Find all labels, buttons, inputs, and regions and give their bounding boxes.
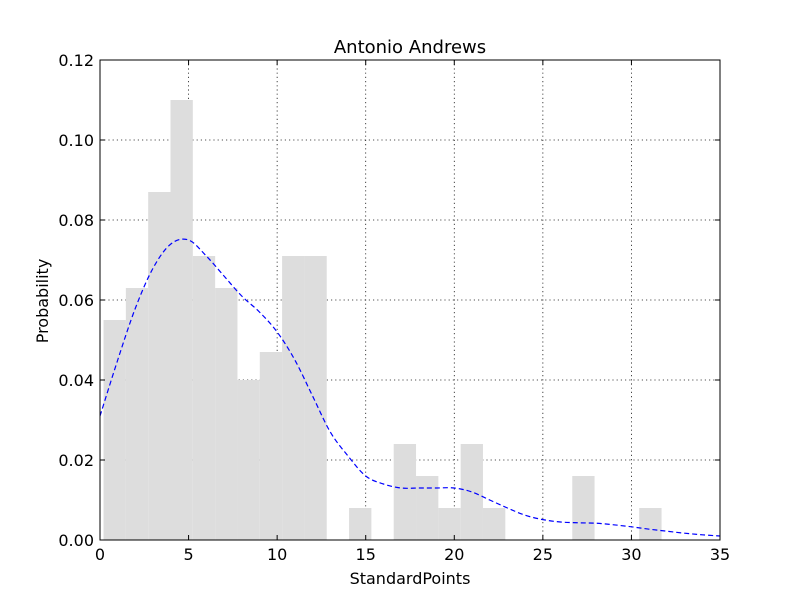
histogram-bar-24 <box>639 508 662 540</box>
x-tick-label-6: 30 <box>621 545 641 564</box>
histogram-bar-15 <box>438 508 461 540</box>
x-tick-label-0: 0 <box>95 545 105 564</box>
histogram-bar-1 <box>125 288 149 540</box>
histogram-bar-2 <box>148 192 171 540</box>
histogram-bar-7 <box>259 352 283 540</box>
histogram-bar-13 <box>393 444 417 540</box>
histogram-bar-5 <box>215 288 238 540</box>
y-tick-label-3: 0.06 <box>58 291 94 310</box>
y-tick-label-4: 0.08 <box>58 211 94 230</box>
y-axis-label: Probability <box>33 259 52 344</box>
x-tick-label-5: 25 <box>533 545 553 564</box>
histogram-bar-3 <box>170 100 193 540</box>
x-tick-label-2: 10 <box>267 545 287 564</box>
x-tick-label-4: 20 <box>444 545 464 564</box>
histogram-bar-21 <box>572 476 595 540</box>
y-tick-label-2: 0.04 <box>58 371 94 390</box>
histogram-bar-17 <box>482 508 506 540</box>
y-tick-labels: 0.00 0.02 0.04 0.06 0.08 0.10 0.12 <box>58 51 94 550</box>
histogram-bar-4 <box>192 256 216 540</box>
y-tick-label-6: 0.12 <box>58 51 94 70</box>
histogram-bar-9 <box>304 256 327 540</box>
histogram-bar-16 <box>460 444 483 540</box>
histogram-bar-14 <box>416 476 439 540</box>
y-tick-label-5: 0.10 <box>58 131 94 150</box>
histogram-bar-6 <box>237 380 260 540</box>
axis-ticks <box>99 59 721 541</box>
y-tick-label-1: 0.02 <box>58 451 94 470</box>
histogram-bar-11 <box>349 508 372 540</box>
histogram-bars <box>103 100 662 540</box>
x-tick-label-7: 35 <box>710 545 730 564</box>
x-tick-label-1: 5 <box>183 545 193 564</box>
histogram-bar-0 <box>103 320 126 540</box>
x-tick-label-3: 15 <box>356 545 376 564</box>
histogram-bar-8 <box>282 256 305 540</box>
y-tick-label-0: 0.00 <box>58 531 94 550</box>
x-tick-labels: 0 5 10 15 20 25 30 35 <box>95 545 730 564</box>
grid-lines <box>100 60 720 540</box>
x-axis-label: StandardPoints <box>350 569 471 588</box>
chart-title: Antonio Andrews <box>334 37 486 58</box>
density-curve <box>99 238 721 537</box>
